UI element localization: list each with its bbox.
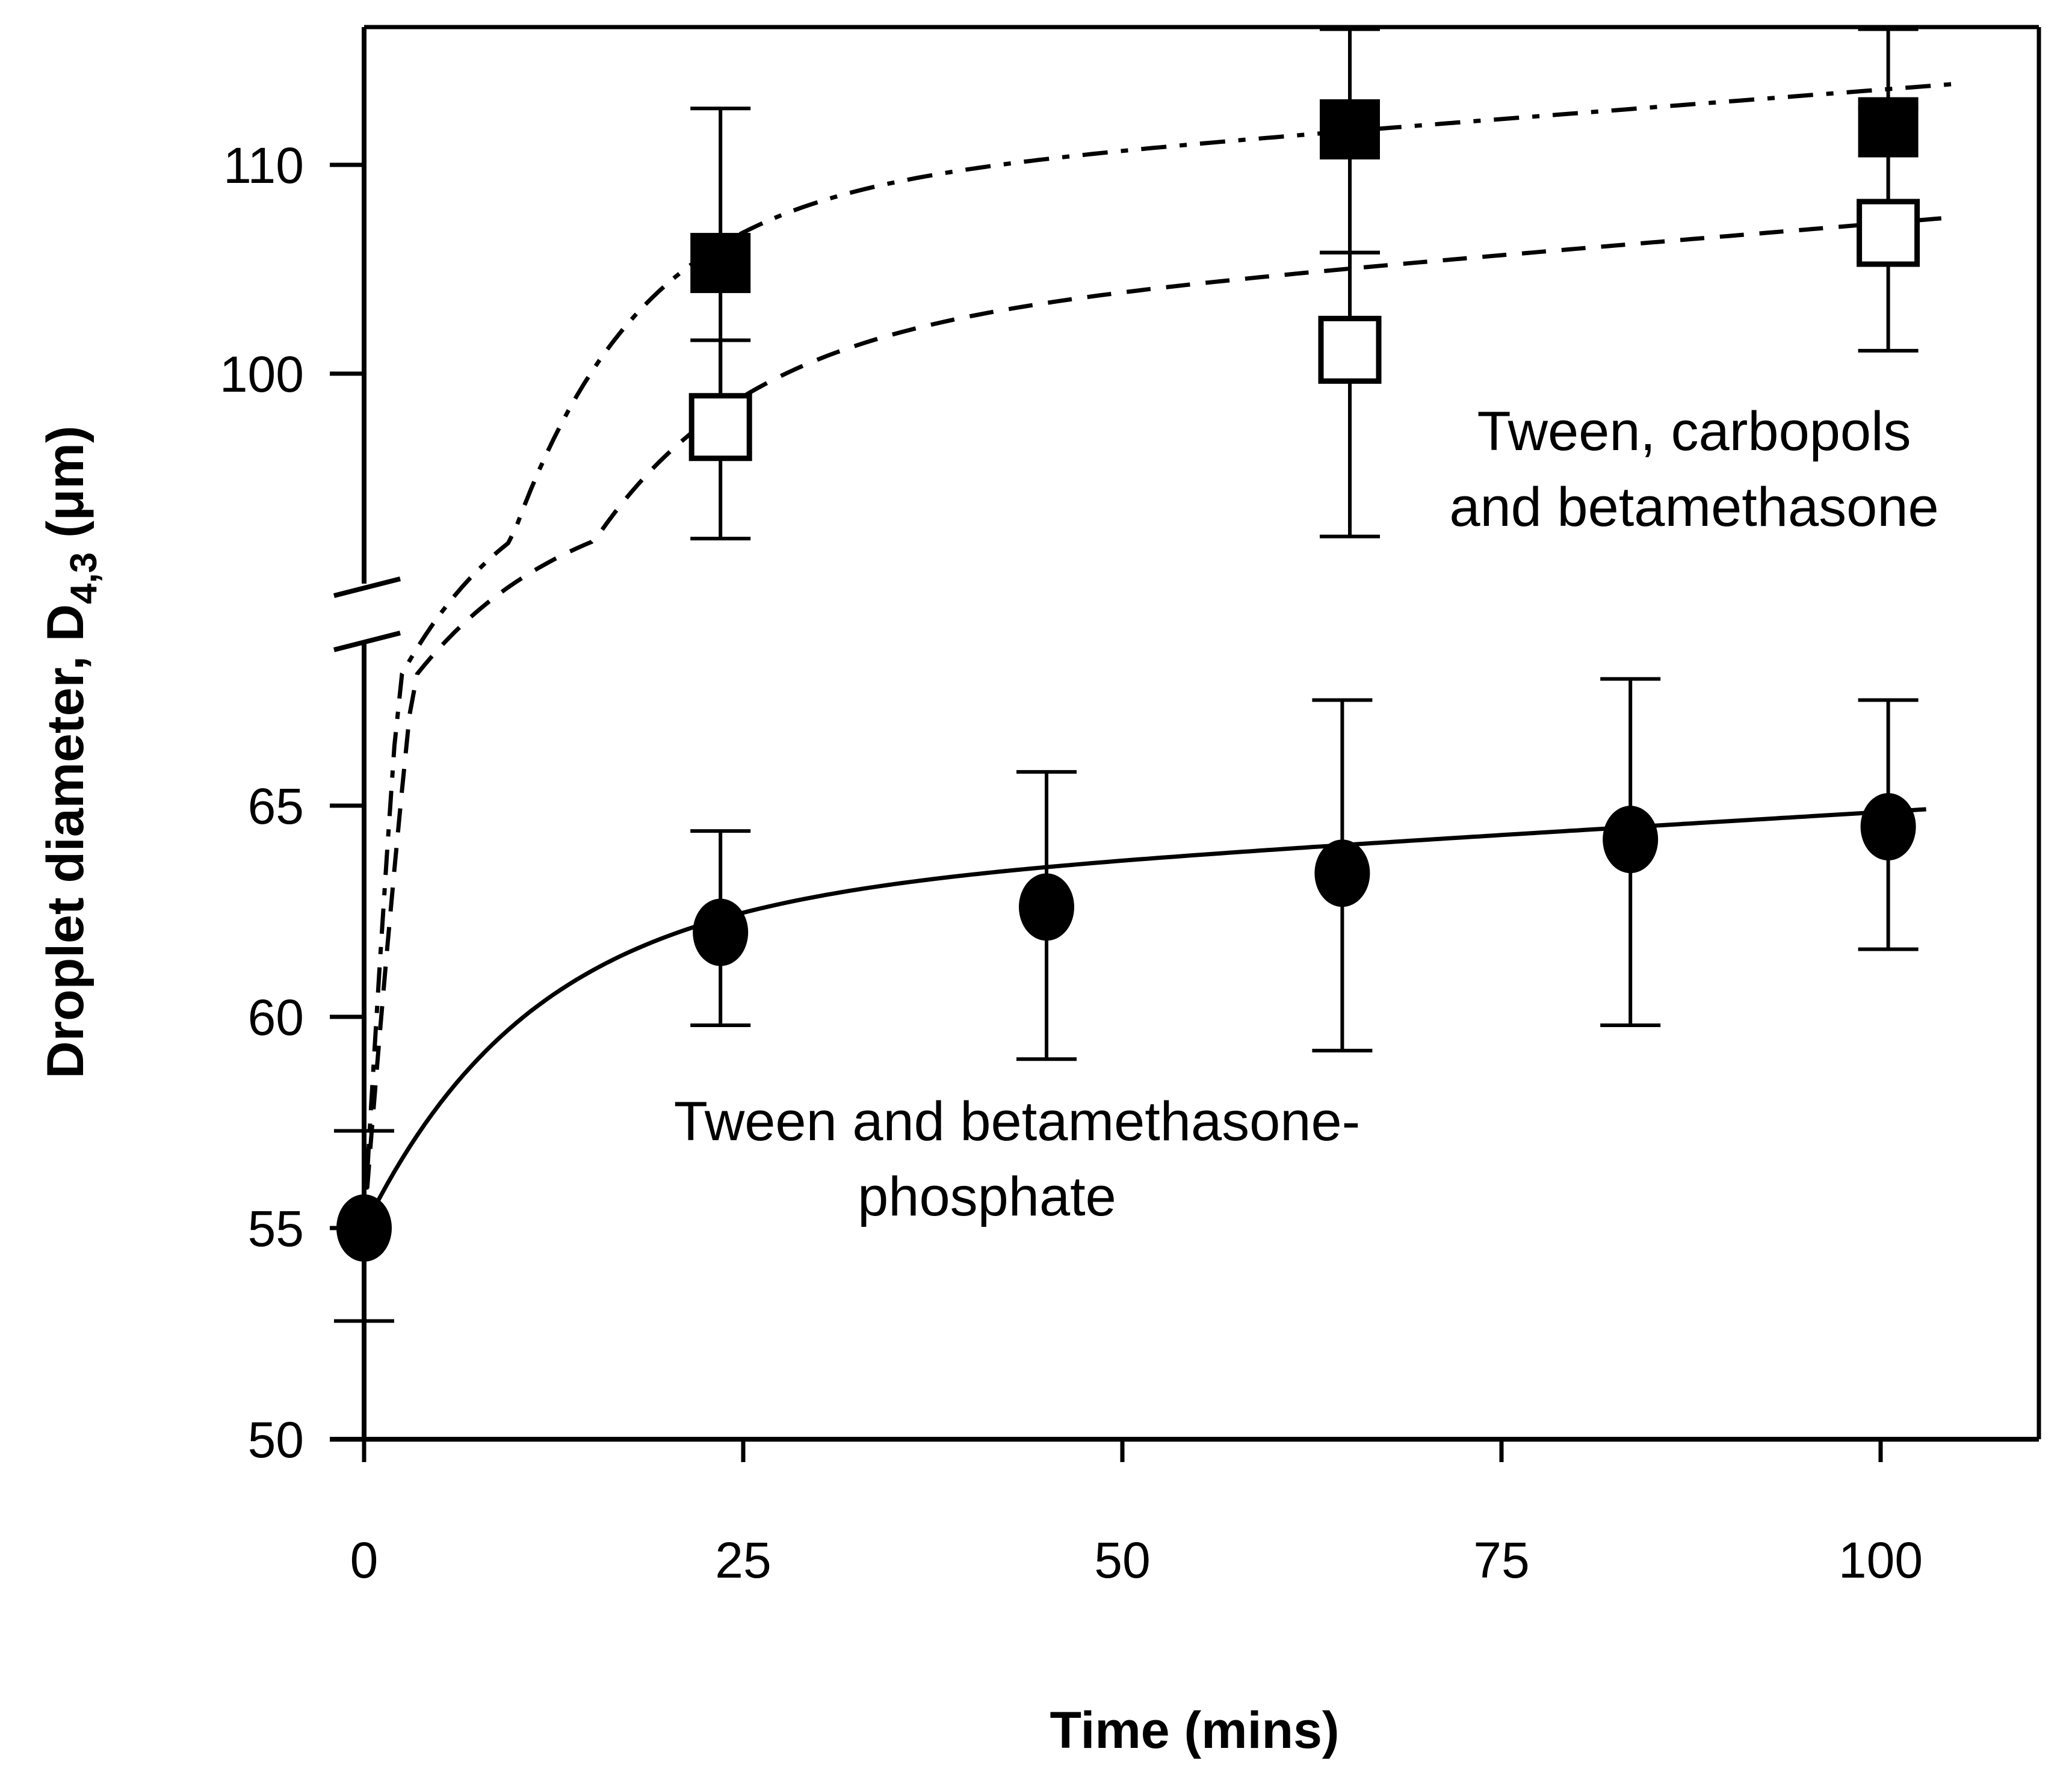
fit-line-tween-betamethasone-phosphate (362, 807, 1926, 1229)
y-axis-title: Droplet diameter, D4,3 (μm) (37, 426, 105, 1079)
x-tick-label: 50 (1094, 1532, 1150, 1588)
marker-filled-circle (1019, 873, 1074, 941)
axis-break-mark-top (333, 576, 401, 598)
y-tick-label: 100 (220, 346, 304, 403)
x-tick-label: 100 (1839, 1532, 1923, 1588)
annotation-upper-line2: and betamethasone (1449, 477, 1938, 538)
axis-break-mark-bottom (333, 631, 401, 652)
y-axis-title-main: Droplet diameter, D (37, 604, 94, 1079)
annotation-lower-line2: phosphate (858, 1166, 1116, 1227)
fit-line-carbopol-filled (362, 81, 1957, 1229)
marker-filled-square (1320, 99, 1380, 160)
data-markers (336, 97, 1920, 1262)
marker-filled-circle (336, 1194, 392, 1262)
y-tick-label: 50 (248, 1412, 304, 1468)
marker-filled-circle (1603, 806, 1659, 874)
marker-open-square (1318, 315, 1382, 384)
fit-line-carbopol-open (362, 216, 1942, 1229)
annotation-lower-line1: Tween and betamethasone- (674, 1091, 1361, 1152)
marker-filled-circle (1314, 839, 1370, 907)
y-tick-label: 110 (223, 137, 304, 194)
x-tick-label: 75 (1473, 1532, 1529, 1588)
y-axis-title-subscript: 4,3 (63, 552, 105, 604)
y-tick-label: 55 (248, 1200, 304, 1257)
marker-filled-circle (693, 898, 749, 966)
marker-filled-square (1858, 97, 1919, 158)
x-tick-label: 0 (350, 1532, 379, 1588)
x-axis-title: Time (mins) (1050, 1702, 1339, 1759)
y-tick-label: 60 (248, 989, 304, 1046)
y-axis-title-unit: (μm) (37, 426, 94, 552)
marker-open-square (1857, 199, 1920, 267)
marker-filled-square (690, 233, 751, 294)
x-tick-label: 25 (715, 1532, 771, 1588)
plot-frame (330, 25, 2041, 1442)
marker-filled-circle (1860, 793, 1916, 861)
marker-open-square (688, 393, 752, 461)
annotation-upper-line1: Tween, carbopols (1477, 401, 1911, 462)
y-tick-label: 65 (248, 778, 304, 835)
axis-ticks: 0 25 50 75 100 50 55 60 65 100 110 (220, 137, 1923, 1588)
fit-lines (362, 81, 1957, 1229)
